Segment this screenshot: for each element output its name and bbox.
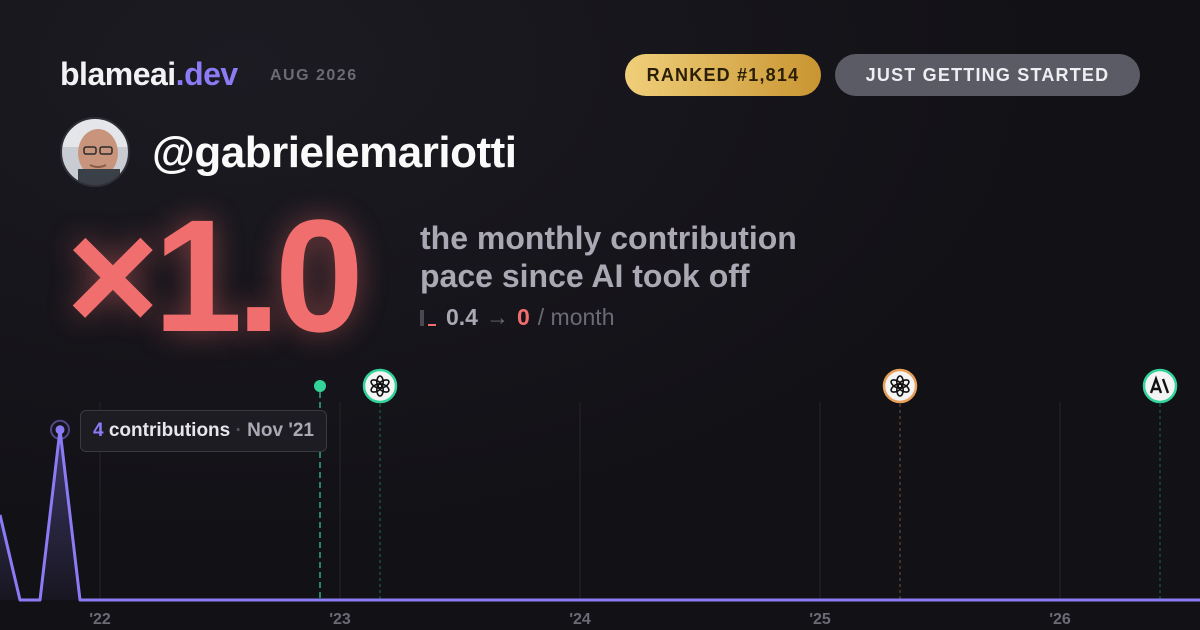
event-glyph: [1149, 375, 1170, 394]
description: the monthly contribution: [420, 220, 797, 256]
event-icon: [362, 368, 398, 404]
line: [0, 428, 1200, 602]
event-icon: [1142, 368, 1178, 404]
highlight-ring: [50, 419, 70, 440]
event-icon: [882, 368, 918, 404]
handle: @gabrielemariotti: [152, 128, 517, 177]
rate-unit: / month: [537, 304, 615, 330]
x-tick-label: '25: [809, 611, 831, 628]
event-glyph: [370, 379, 383, 389]
x-tick-label: '22: [89, 611, 111, 628]
multiplier: ×1.0: [66, 186, 364, 365]
tooltip: 4 contributions · Nov '21: [80, 410, 327, 452]
rate-icon: [420, 309, 436, 326]
rate: 0.4 → 0 / month: [420, 304, 615, 331]
period: AUG 2026: [270, 67, 358, 84]
x-tick-label: '23: [329, 611, 351, 628]
status-badge: JUST GETTING STARTED: [835, 54, 1140, 96]
event-dot: [314, 380, 326, 392]
separator: ·: [235, 420, 242, 441]
tooltip-value: 4: [93, 420, 104, 441]
description: pace since AI took off: [420, 258, 750, 294]
event-glyph: [890, 379, 903, 389]
brand-tld: .dev: [175, 56, 239, 92]
tooltip-label: Nov '21: [247, 420, 314, 441]
brand: blameai.dev: [60, 56, 238, 93]
x-tick-label: '26: [1049, 611, 1071, 628]
rank-badge: RANKED #1,814: [625, 54, 821, 96]
area: [0, 429, 1200, 600]
brand-name: blameai: [60, 56, 176, 92]
avatar: [60, 117, 130, 187]
x-tick-label: '24: [569, 611, 591, 628]
rate-arrow: →: [485, 304, 509, 330]
rate-after: 0: [516, 304, 530, 330]
highlight-dot: [55, 425, 65, 435]
rate-before: 0.4: [446, 304, 478, 330]
tooltip-unit: contributions: [108, 420, 231, 441]
